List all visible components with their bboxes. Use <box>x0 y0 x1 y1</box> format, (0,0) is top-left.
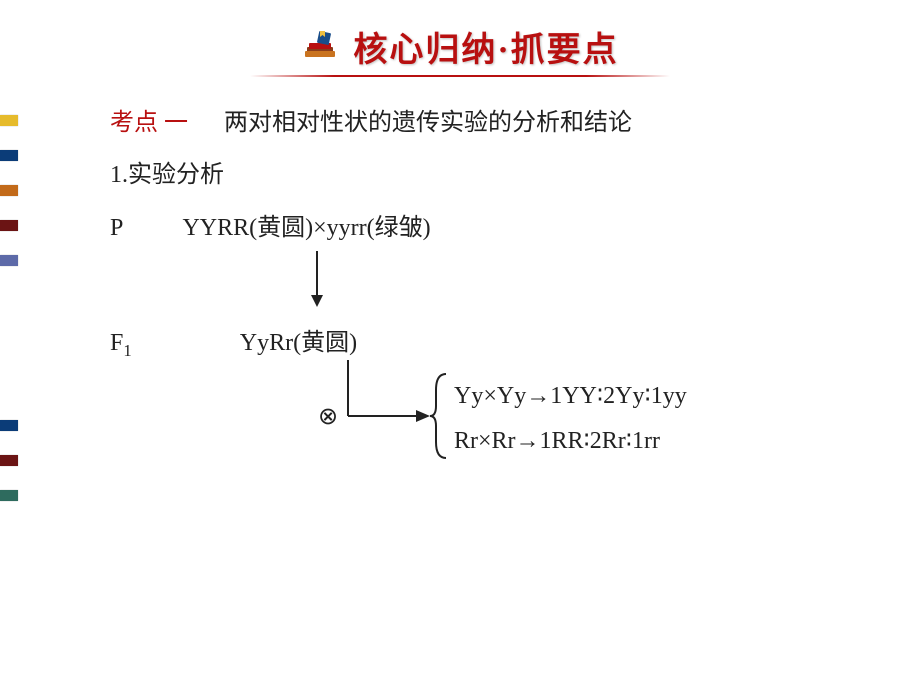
ratio-line-2: Rr×Rr→1RR∶2Rr∶1rr <box>454 419 687 463</box>
elbow-arrow-icon <box>340 360 430 442</box>
tab-marker <box>0 255 18 266</box>
p-label: P <box>110 215 122 241</box>
brace-icon <box>428 372 452 472</box>
ratio-results: Yy×Yy→1YY∶2Yy∶1yy Rr×Rr→1RR∶2Rr∶1rr <box>454 374 687 463</box>
tab-marker <box>0 420 18 431</box>
section-1-label: 1.实验分析 <box>110 156 860 194</box>
f1-generation-line: F1 YyRr(黄圆) <box>110 324 860 365</box>
tab-marker <box>0 115 18 126</box>
self-cross-block: ⊗ Yy×Yy→1YY∶2Yy∶1yy Rr×Rr→1RR∶2Rr∶1rr <box>318 370 860 460</box>
sidebar-tabs-upper <box>0 115 22 290</box>
kaodian-line: 考点 一 两对相对性状的遗传实验的分析和结论 <box>110 104 860 142</box>
self-cross-symbol: ⊗ <box>318 398 338 436</box>
tab-marker <box>0 150 18 161</box>
p-cross: YYRR(黄圆)×yyrr(绿皱) <box>182 215 430 241</box>
books-icon <box>301 29 341 68</box>
tab-marker <box>0 455 18 466</box>
ratio-line-1: Yy×Yy→1YY∶2Yy∶1yy <box>454 374 687 418</box>
tab-marker <box>0 220 18 231</box>
kaodian-title: 两对相对性状的遗传实验的分析和结论 <box>224 110 632 136</box>
header-title: 核心归纳·抓要点 <box>353 22 618 71</box>
sidebar-tabs-lower <box>0 420 22 525</box>
tab-marker <box>0 490 18 501</box>
f1-value: YyRr(黄圆) <box>240 330 357 356</box>
f1-subscript: 1 <box>123 340 131 359</box>
parent-generation-line: P YYRR(黄圆)×yyrr(绿皱) <box>110 209 860 247</box>
content-area: 考点 一 两对相对性状的遗传实验的分析和结论 1.实验分析 P YYRR(黄圆)… <box>110 104 860 460</box>
header: 核心归纳·抓要点 <box>0 0 920 77</box>
kaodian-label: 考点 一 <box>110 110 188 136</box>
tab-marker <box>0 185 18 196</box>
f1-label: F <box>110 330 123 356</box>
header-underline <box>250 75 670 77</box>
arrow-down-icon <box>308 251 860 319</box>
